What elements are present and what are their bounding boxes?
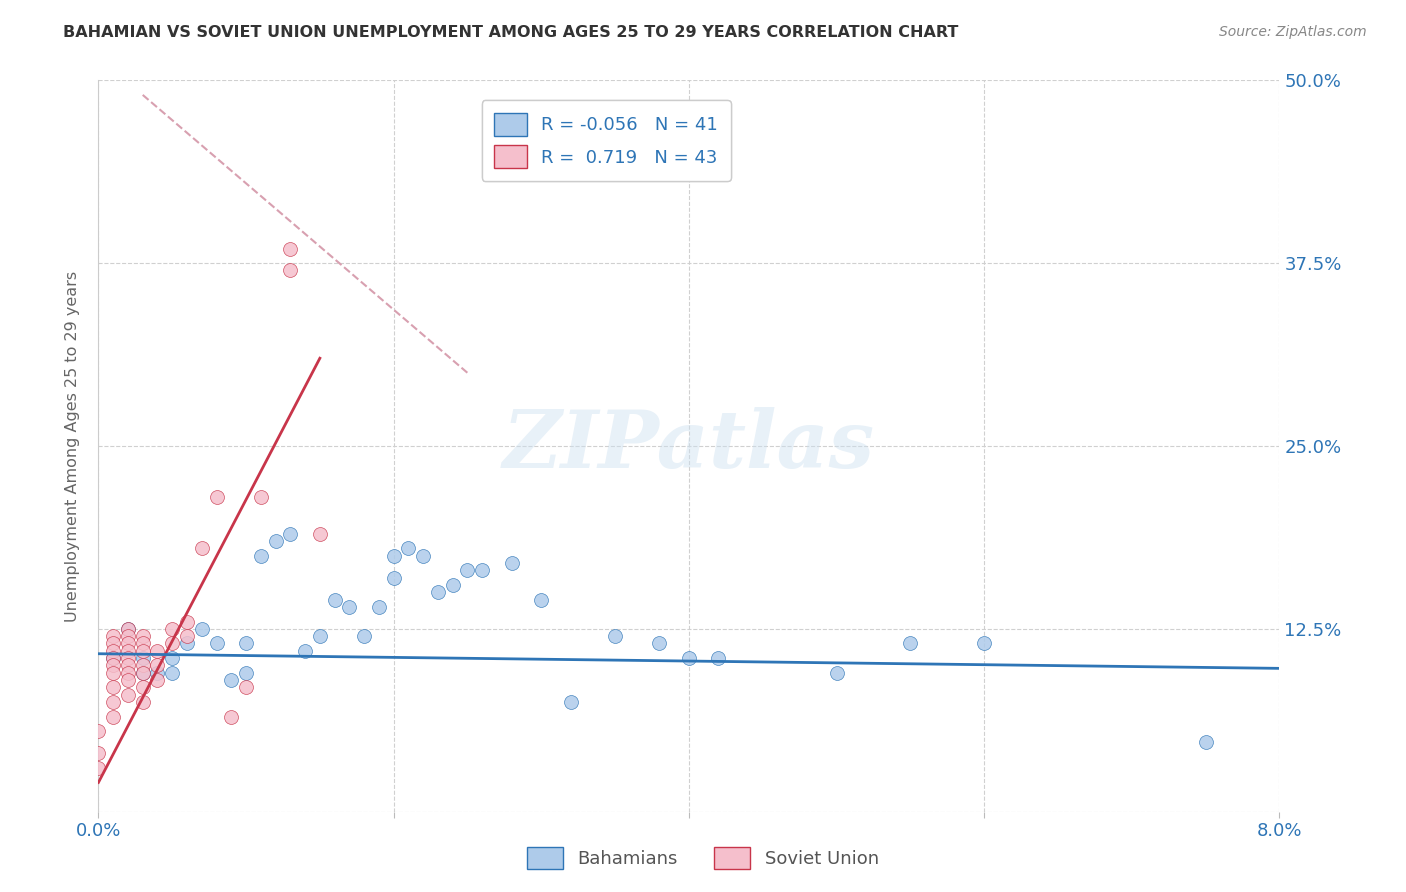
Point	[87, 724, 110, 739]
Point	[162, 651, 183, 665]
Text: BAHAMIAN VS SOVIET UNION UNEMPLOYMENT AMONG AGES 25 TO 29 YEARS CORRELATION CHAR: BAHAMIAN VS SOVIET UNION UNEMPLOYMENT AM…	[63, 25, 959, 40]
Point	[280, 526, 302, 541]
Point	[117, 622, 139, 636]
Legend: R = -0.056   N = 41, R =  0.719   N = 43: R = -0.056 N = 41, R = 0.719 N = 43	[482, 100, 731, 181]
Point	[162, 665, 183, 680]
Point	[176, 615, 198, 629]
Point	[191, 541, 214, 556]
Point	[117, 622, 139, 636]
Point	[678, 651, 700, 665]
Point	[103, 665, 125, 680]
Point	[132, 658, 155, 673]
Point	[146, 673, 169, 687]
Point	[103, 651, 125, 665]
Point	[132, 665, 155, 680]
Point	[309, 526, 332, 541]
Point	[309, 629, 332, 643]
Point	[103, 709, 125, 723]
Point	[117, 665, 139, 680]
Point	[103, 629, 125, 643]
Point	[605, 629, 627, 643]
Point	[825, 665, 848, 680]
Point	[900, 636, 922, 650]
Point	[117, 688, 139, 702]
Point	[117, 658, 139, 673]
Point	[103, 636, 125, 650]
Point	[103, 658, 125, 673]
Point	[973, 636, 995, 650]
Point	[103, 644, 125, 658]
Point	[205, 636, 228, 650]
Point	[707, 651, 730, 665]
Point	[176, 629, 198, 643]
Point	[235, 636, 257, 650]
Point	[132, 629, 155, 643]
Point	[323, 592, 346, 607]
Point	[103, 651, 125, 665]
Point	[103, 695, 125, 709]
Point	[117, 629, 139, 643]
Point	[103, 681, 125, 695]
Legend: Bahamians, Soviet Union: Bahamians, Soviet Union	[520, 839, 886, 876]
Point	[146, 665, 169, 680]
Point	[176, 636, 198, 650]
Point	[250, 549, 273, 563]
Point	[250, 490, 273, 504]
Y-axis label: Unemployment Among Ages 25 to 29 years: Unemployment Among Ages 25 to 29 years	[65, 270, 80, 622]
Point	[560, 695, 582, 709]
Point	[132, 695, 155, 709]
Point	[368, 599, 391, 614]
Point	[117, 651, 139, 665]
Point	[132, 636, 155, 650]
Point	[353, 629, 375, 643]
Point	[117, 673, 139, 687]
Point	[294, 644, 316, 658]
Point	[441, 578, 464, 592]
Point	[471, 563, 494, 577]
Point	[339, 599, 361, 614]
Point	[235, 681, 257, 695]
Point	[87, 746, 110, 760]
Point	[221, 673, 243, 687]
Point	[87, 761, 110, 775]
Point	[235, 665, 257, 680]
Point	[132, 665, 155, 680]
Point	[530, 592, 553, 607]
Point	[146, 644, 169, 658]
Point	[117, 636, 139, 650]
Point	[648, 636, 671, 650]
Point	[398, 541, 420, 556]
Point	[132, 651, 155, 665]
Point	[412, 549, 434, 563]
Point	[162, 622, 183, 636]
Text: ZIPatlas: ZIPatlas	[503, 408, 875, 484]
Text: Source: ZipAtlas.com: Source: ZipAtlas.com	[1219, 25, 1367, 39]
Point	[382, 549, 405, 563]
Point	[162, 636, 183, 650]
Point	[1195, 734, 1218, 748]
Point	[117, 644, 139, 658]
Point	[132, 644, 155, 658]
Point	[457, 563, 479, 577]
Point	[501, 556, 523, 570]
Point	[146, 658, 169, 673]
Point	[427, 585, 450, 599]
Point	[280, 242, 302, 256]
Point	[382, 571, 405, 585]
Point	[205, 490, 228, 504]
Point	[132, 681, 155, 695]
Point	[221, 709, 243, 723]
Point	[280, 263, 302, 277]
Point	[191, 622, 214, 636]
Point	[264, 534, 287, 549]
